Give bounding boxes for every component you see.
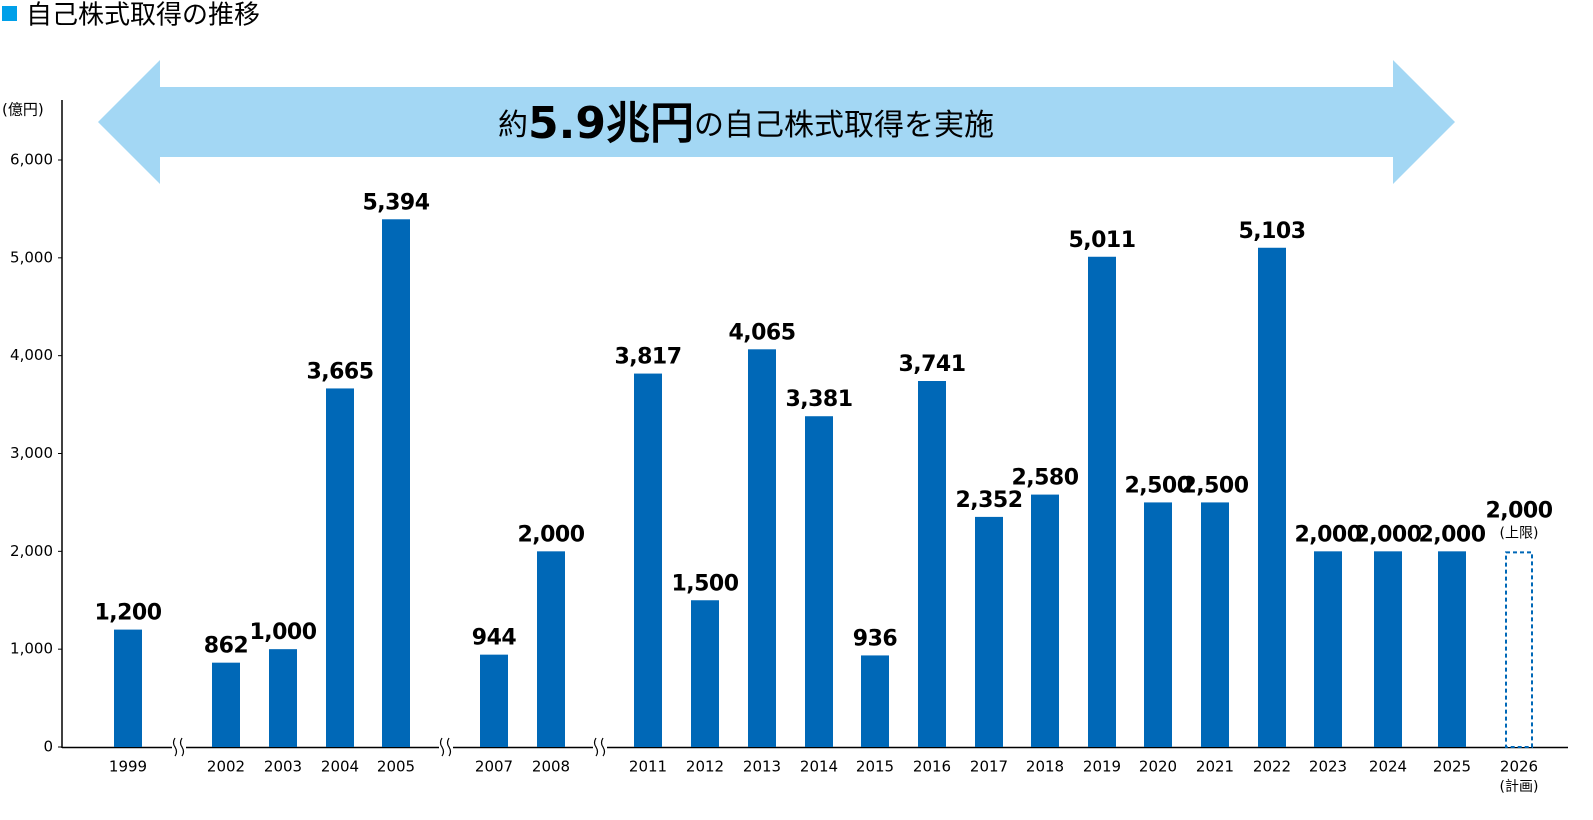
y-tick-label: 2,000 xyxy=(10,542,53,560)
break-gap xyxy=(439,736,453,758)
value-label: 3,741 xyxy=(898,352,965,377)
value-label: 2,500 xyxy=(1181,473,1248,498)
break-gap xyxy=(172,736,186,758)
annotation-text: の自己株式取得を実施 xyxy=(694,108,994,143)
bar xyxy=(212,662,240,747)
bar xyxy=(480,654,508,747)
value-label: 862 xyxy=(204,634,248,659)
bar xyxy=(861,655,889,747)
bar xyxy=(1314,551,1342,747)
bar xyxy=(114,629,142,747)
x-tick-label: 2015 xyxy=(856,758,894,776)
bar xyxy=(748,349,776,747)
x-tick-label: 2013 xyxy=(743,758,781,776)
x-tick-label: 2021 xyxy=(1196,758,1234,776)
value-label: 2,000 xyxy=(1354,522,1421,547)
y-tick-label: 5,000 xyxy=(10,248,53,266)
bar xyxy=(691,600,719,747)
y-tick-label: 3,000 xyxy=(10,444,53,462)
bar xyxy=(1201,502,1229,747)
bar xyxy=(1258,247,1286,747)
axis-breaks xyxy=(172,736,607,758)
y-tick-label: 0 xyxy=(43,738,53,756)
bar xyxy=(805,416,833,747)
x-tick-label: 2023 xyxy=(1309,758,1347,776)
annotation-text: 約 xyxy=(498,108,528,143)
x-tick-label: 2003 xyxy=(264,758,302,776)
value-label: 3,665 xyxy=(306,359,373,384)
x-tick-label: 2025 xyxy=(1433,758,1471,776)
chart-title: 自己株式取得の推移 xyxy=(26,1,260,31)
break-mark xyxy=(172,737,606,757)
x-tick-note: (計画) xyxy=(1500,779,1539,795)
annotation-arrow xyxy=(98,60,1455,184)
x-tick-label: 2024 xyxy=(1369,758,1407,776)
bar xyxy=(634,373,662,747)
x-tick-label: 2002 xyxy=(207,758,245,776)
value-label: 5,394 xyxy=(362,190,429,215)
bar-planned xyxy=(1505,551,1533,748)
x-tick-label: 2012 xyxy=(686,758,724,776)
value-label: 936 xyxy=(853,626,898,651)
x-tick-label: 2007 xyxy=(475,758,513,776)
y-tick-label: 4,000 xyxy=(10,346,53,364)
value-label: 1,200 xyxy=(94,601,161,626)
x-tick-label: 2017 xyxy=(970,758,1008,776)
x-tick-label: 2004 xyxy=(321,758,359,776)
y-tick-label: 1,000 xyxy=(10,640,53,658)
x-tick-label: 2019 xyxy=(1083,758,1121,776)
x-tick-label: 2011 xyxy=(629,758,667,776)
y-tick-label: 6,000 xyxy=(10,151,53,169)
value-label: 2,000 xyxy=(1485,498,1552,523)
value-label: 3,817 xyxy=(614,345,681,370)
bar xyxy=(1144,502,1172,747)
x-tick-label: 2018 xyxy=(1026,758,1064,776)
bar xyxy=(269,649,297,747)
value-label: 2,580 xyxy=(1011,466,1078,491)
break-gap xyxy=(593,736,607,758)
annotation: 約5.9兆円の自己株式取得を実施 xyxy=(498,98,994,149)
x-tick-label: 2005 xyxy=(377,758,415,776)
bar xyxy=(1031,494,1059,747)
value-label: 4,065 xyxy=(728,320,795,345)
value-label: 5,103 xyxy=(1238,219,1305,244)
value-label: 944 xyxy=(472,626,517,651)
x-tick-label: 2020 xyxy=(1139,758,1177,776)
value-label: 2,500 xyxy=(1124,473,1191,498)
title-marker xyxy=(2,6,17,21)
value-label: 2,000 xyxy=(1418,522,1485,547)
bar xyxy=(537,551,565,747)
value-label: 2,000 xyxy=(517,522,584,547)
x-tick-label: 2008 xyxy=(532,758,570,776)
annotation-emphasis: 5.9兆円 xyxy=(528,98,694,149)
value-label: 2,352 xyxy=(955,488,1022,513)
x-tick-label: 2014 xyxy=(800,758,838,776)
value-note: (上限) xyxy=(1500,525,1539,541)
bar xyxy=(918,381,946,747)
bar xyxy=(975,516,1003,747)
value-label: 2,000 xyxy=(1294,522,1361,547)
bar xyxy=(1374,551,1402,747)
bar xyxy=(382,219,410,748)
value-label: 1,000 xyxy=(249,620,316,645)
x-tick-label: 2026 xyxy=(1500,758,1538,776)
x-tick-label: 1999 xyxy=(109,758,147,776)
value-label: 1,500 xyxy=(671,571,738,596)
x-tick-label: 2016 xyxy=(913,758,951,776)
bar xyxy=(326,388,354,747)
x-tick-label: 2022 xyxy=(1253,758,1291,776)
value-label: 5,011 xyxy=(1068,228,1135,253)
bar xyxy=(1088,256,1116,747)
value-label: 3,381 xyxy=(785,387,852,412)
y-axis-label: (億円) xyxy=(2,101,44,119)
bar xyxy=(1438,551,1466,747)
